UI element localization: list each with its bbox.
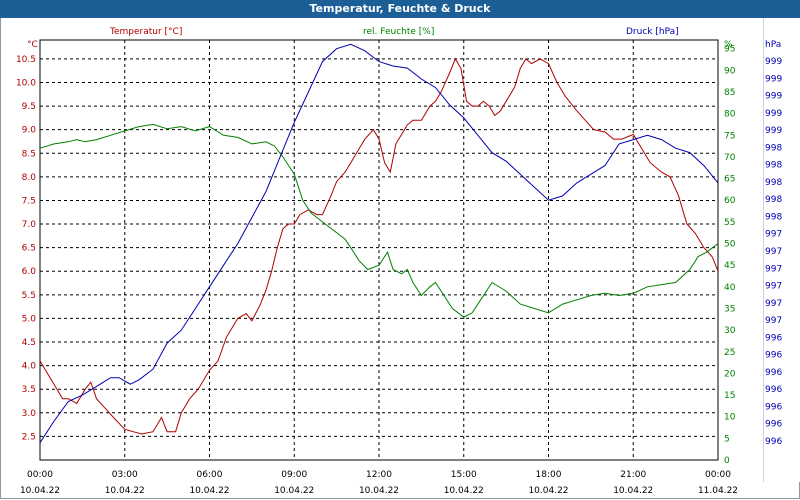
pressure-tick-label: 999 [765,92,782,102]
temperature-tick-label: 3.0 [22,409,37,419]
temperature-tick-label: 9.0 [22,126,37,136]
humidity-tick-label: 0 [724,456,730,466]
pressure-tick-label: 998 [765,195,782,205]
grid-lines [39,39,719,461]
temperature-tick-label: 2.5 [22,432,36,442]
x-tick-time: 18:00 [536,470,562,480]
x-tick-date: 10.04.22 [105,486,145,496]
pressure-tick-label: 998 [765,212,782,222]
pressure-tick-label: 996 [765,437,782,447]
humidity-tick-label: 80 [724,110,736,120]
pressure-tick-label: 996 [765,351,782,361]
right-axis-panel [763,18,800,482]
x-tick-date: 10.04.22 [528,486,568,496]
pressure-tick-label: 998 [765,161,782,171]
temperature-tick-label: 6.5 [22,244,36,254]
humidity-axis-label: rel. Feuchte [%] [363,27,434,37]
x-tick-time: 12:00 [366,470,392,480]
humidity-tick-label: 65 [724,175,735,185]
x-tick-time: 21:00 [620,470,646,480]
pressure-tick-label: 998 [765,143,782,153]
x-tick-date: 10.04.22 [20,486,60,496]
pressure-tick-label: 997 [765,316,782,326]
humidity-tick-label: 10 [724,413,736,423]
temperature-tick-label: 7.5 [22,196,36,206]
humidity-tick-label: 35 [724,304,735,314]
x-tick-date: 10.04.22 [613,486,653,496]
pressure-tick-label: 996 [765,333,782,343]
pressure-tick-label: 999 [765,74,782,84]
pressure-tick-label: 996 [765,402,782,412]
temperature-tick-label: 3.5 [22,385,36,395]
humidity-tick-label: 60 [724,196,736,206]
pressure-tick-label: 997 [765,230,782,240]
humidity-tick-label: 55 [724,218,735,228]
temperature-tick-label: 4.0 [22,362,37,372]
x-tick-date: 11.04.22 [698,486,738,496]
temperature-axis-label: Temperatur [°C] [109,27,182,37]
humidity-tick-label: 85 [724,88,735,98]
temperature-tick-label: 10.5 [16,55,36,65]
pressure-tick-label: 997 [765,264,782,274]
temperature-unit-label: °C [27,40,38,50]
humidity-tick-label: 30 [724,326,736,336]
pressure-axis-label: Druck [hPa] [626,27,679,37]
humidity-tick-label: 95 [724,45,735,55]
series-lines [39,43,719,443]
pressure-tick-label: 996 [765,368,782,378]
humidity-series-line [39,123,719,318]
x-tick-time: 00:00 [705,470,731,480]
pressure-tick-label: 998 [765,178,782,188]
humidity-unit-label: % [724,40,733,50]
pressure-tick-label: 999 [765,126,782,136]
axis-ticks: 00:00 10.04.22 03:00 10.04.22 06:00 10.04.22 0… [16,45,782,496]
temperature-series-line [39,57,719,435]
temperature-tick-label: 4.5 [22,338,36,348]
x-tick-date: 10.04.22 [274,486,314,496]
humidity-tick-label: 90 [724,66,736,76]
window-title: Temperatur, Feuchte & Druck [0,0,800,18]
humidity-tick-label: 50 [724,240,736,250]
temperature-tick-label: 10.0 [16,78,36,88]
humidity-tick-label: 75 [724,131,735,141]
x-tick-time: 15:00 [451,470,477,480]
x-tick-date: 10.04.22 [359,486,399,496]
x-tick-time: 06:00 [197,470,223,480]
humidity-tick-label: 40 [724,283,736,293]
temperature-tick-label: 8.0 [22,173,37,183]
pressure-series-line [39,43,719,443]
temperature-tick-label: 5.5 [22,291,36,301]
temperature-tick-label: 9.5 [22,102,36,112]
temperature-tick-label: 8.5 [22,149,36,159]
pressure-tick-label: 997 [765,247,782,257]
pressure-tick-label: 997 [765,282,782,292]
humidity-tick-label: 45 [724,261,735,271]
x-tick-time: 00:00 [27,470,53,480]
pressure-tick-label: 999 [765,57,782,67]
temperature-tick-label: 7.0 [22,220,37,230]
pressure-tick-label: 996 [765,385,782,395]
pressure-unit-label: hPa [765,40,781,50]
pressure-tick-label: 996 [765,420,782,430]
humidity-tick-label: 20 [724,369,736,379]
humidity-tick-label: 5 [724,434,730,444]
x-tick-date: 10.04.22 [189,486,229,496]
temperature-tick-label: 5.0 [22,314,37,324]
humidity-tick-label: 25 [724,348,735,358]
x-tick-time: 09:00 [281,470,307,480]
pressure-tick-label: 997 [765,299,782,309]
humidity-tick-label: 70 [724,153,736,163]
pressure-tick-label: 999 [765,109,782,119]
temperature-tick-label: 6.0 [22,267,37,277]
x-tick-time: 03:00 [112,470,138,480]
x-tick-date: 10.04.22 [444,486,484,496]
humidity-tick-label: 15 [724,391,735,401]
